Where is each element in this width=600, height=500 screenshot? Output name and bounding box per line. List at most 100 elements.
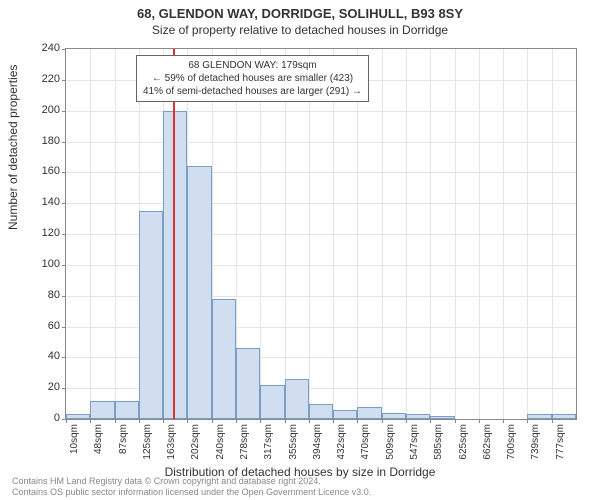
ytick-label: 100 (30, 258, 60, 270)
ytick-mark (62, 296, 66, 297)
xtick-label: 432sqm (336, 424, 347, 460)
annotation-line3: 41% of semi-detached houses are larger (… (143, 85, 362, 98)
xtick-label: 125sqm (142, 424, 153, 460)
gridline-v (309, 49, 310, 419)
xtick-label: 240sqm (215, 424, 226, 460)
histogram-bar (90, 401, 114, 420)
histogram-bar (527, 414, 551, 419)
xtick-mark (479, 419, 480, 423)
xtick-mark (236, 419, 237, 423)
annotation-line2: ← 59% of detached houses are smaller (42… (143, 72, 362, 85)
gridline-v (552, 49, 553, 419)
xtick-label: 278sqm (239, 424, 250, 460)
gridline-h (66, 203, 576, 204)
histogram-bar (552, 414, 576, 419)
xtick-mark (163, 419, 164, 423)
xtick-mark (309, 419, 310, 423)
histogram-bar (212, 299, 236, 419)
xtick-label: 625sqm (458, 424, 469, 460)
ytick-mark (62, 388, 66, 389)
xtick-mark (139, 419, 140, 423)
ytick-mark (62, 49, 66, 50)
ytick-label: 80 (30, 289, 60, 301)
ytick-mark (62, 265, 66, 266)
ytick-label: 120 (30, 227, 60, 239)
ytick-label: 200 (30, 104, 60, 116)
xtick-label: 509sqm (385, 424, 396, 460)
ytick-label: 220 (30, 73, 60, 85)
xtick-label: 470sqm (360, 424, 371, 460)
xtick-mark (430, 419, 431, 423)
ytick-mark (62, 234, 66, 235)
ytick-mark (62, 327, 66, 328)
gridline-h (66, 111, 576, 112)
gridline-v (455, 49, 456, 419)
ytick-label: 180 (30, 135, 60, 147)
ytick-mark (62, 80, 66, 81)
xtick-mark (115, 419, 116, 423)
chart-container: 68, GLENDON WAY, DORRIDGE, SOLIHULL, B93… (0, 0, 600, 500)
gridline-h (66, 172, 576, 173)
xtick-label: 10sqm (69, 424, 80, 454)
xtick-label: 202sqm (190, 424, 201, 460)
ytick-label: 20 (30, 381, 60, 393)
xtick-label: 662sqm (482, 424, 493, 460)
xtick-mark (260, 419, 261, 423)
ytick-mark (62, 111, 66, 112)
xtick-mark (357, 419, 358, 423)
histogram-bar (382, 413, 406, 419)
histogram-bar (357, 407, 381, 419)
histogram-bar (260, 385, 284, 419)
gridline-v (357, 49, 358, 419)
chart-title: 68, GLENDON WAY, DORRIDGE, SOLIHULL, B93… (0, 0, 600, 21)
histogram-bar (115, 401, 139, 420)
ytick-label: 60 (30, 320, 60, 332)
xtick-label: 700sqm (506, 424, 517, 460)
gridline-v (285, 49, 286, 419)
ytick-label: 160 (30, 165, 60, 177)
ytick-mark (62, 203, 66, 204)
y-axis-label: Number of detached properties (6, 65, 20, 230)
gridline-v (90, 49, 91, 419)
xtick-label: 585sqm (433, 424, 444, 460)
xtick-mark (285, 419, 286, 423)
reference-line (173, 49, 175, 419)
xtick-label: 87sqm (118, 424, 129, 454)
xtick-label: 317sqm (263, 424, 274, 460)
xtick-mark (552, 419, 553, 423)
gridline-v (382, 49, 383, 419)
gridline-v (503, 49, 504, 419)
ytick-label: 40 (30, 350, 60, 362)
xtick-mark (503, 419, 504, 423)
footer-line1: Contains HM Land Registry data © Crown c… (12, 476, 371, 487)
histogram-bar (66, 414, 90, 419)
gridline-v (260, 49, 261, 419)
histogram-bar (333, 410, 357, 419)
ytick-mark (62, 357, 66, 358)
histogram-bar (139, 211, 163, 419)
histogram-bar (163, 111, 187, 419)
gridline-v (527, 49, 528, 419)
xtick-mark (212, 419, 213, 423)
xtick-mark (406, 419, 407, 423)
xtick-mark (333, 419, 334, 423)
annotation-box: 68 GLENDON WAY: 179sqm ← 59% of detached… (136, 55, 369, 102)
ytick-label: 140 (30, 196, 60, 208)
xtick-mark (382, 419, 383, 423)
gridline-v (333, 49, 334, 419)
xtick-label: 394sqm (312, 424, 323, 460)
plot-area: 68 GLENDON WAY: 179sqm ← 59% of detached… (65, 48, 577, 420)
gridline-v (479, 49, 480, 419)
histogram-bar (236, 348, 260, 419)
histogram-bar (430, 416, 454, 419)
gridline-h (66, 142, 576, 143)
xtick-label: 547sqm (409, 424, 420, 460)
histogram-bar (406, 414, 430, 419)
ytick-label: 0 (30, 412, 60, 424)
xtick-label: 777sqm (555, 424, 566, 460)
ytick-mark (62, 142, 66, 143)
chart-subtitle: Size of property relative to detached ho… (0, 21, 600, 37)
histogram-bar (309, 404, 333, 419)
annotation-line1: 68 GLENDON WAY: 179sqm (143, 59, 362, 72)
gridline-v (406, 49, 407, 419)
